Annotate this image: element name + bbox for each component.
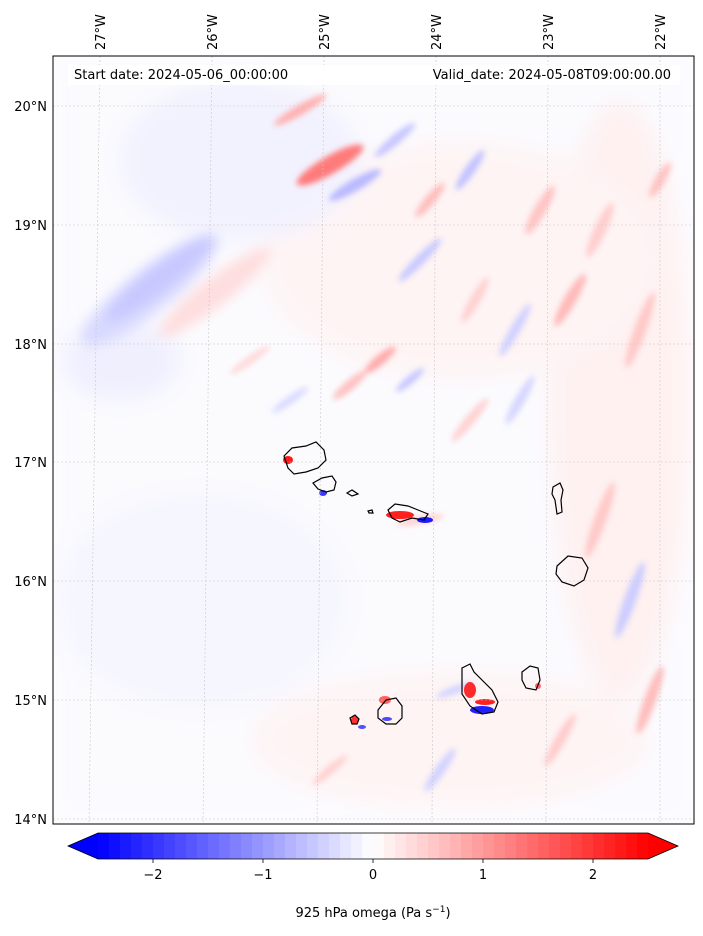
colorbar-segment <box>494 833 506 859</box>
lon-label: 23°W <box>542 14 557 50</box>
colorbar-segment <box>549 833 561 859</box>
island-raso <box>367 509 374 514</box>
colorbar-segment <box>461 833 473 859</box>
lat-label: 19°N <box>14 219 47 234</box>
colorbar-segment <box>219 833 231 859</box>
coastlines <box>283 441 589 725</box>
colorbar-segment <box>384 833 396 859</box>
colorbar-label: 925 hPa omega (Pa s−1) <box>295 905 450 921</box>
colorbar-segment <box>582 833 594 859</box>
island-santiago <box>461 663 499 715</box>
colorbar-segment <box>483 833 495 859</box>
colorbar-segment <box>318 833 330 859</box>
colorbar-segment <box>186 833 198 859</box>
colorbar-segment <box>417 833 429 859</box>
colorbar-segment <box>142 833 154 859</box>
colorbar-segment <box>428 833 440 859</box>
colorbar-segment <box>230 833 242 859</box>
colorbar-segment <box>340 833 352 859</box>
colorbar-segment <box>285 833 297 859</box>
lon-label: 24°W <box>430 14 445 50</box>
island-sao-vicente <box>312 475 337 493</box>
colorbar-segment <box>164 833 176 859</box>
colorbar-tick-label: 1 <box>479 868 487 883</box>
colorbar-segment <box>373 833 385 859</box>
colorbar-max-extend <box>648 833 678 859</box>
colorbar-segment <box>406 833 418 859</box>
start-date-label: Start date: 2024-05-06_00:00:00 <box>74 68 288 83</box>
colorbar-tick-label: 2 <box>589 868 597 883</box>
latitude-labels: 20°N 19°N 18°N 17°N 16°N 15°N 14°N <box>14 100 47 828</box>
colorbar-segment <box>593 833 605 859</box>
colorbar: −2 −1 0 1 2 925 hPa omega (Pa s−1) <box>66 832 680 921</box>
colorbar-segment <box>153 833 165 859</box>
colorbar-segment <box>329 833 341 859</box>
omega-field <box>53 56 694 824</box>
lat-label: 16°N <box>14 575 47 590</box>
colorbar-ticks: −2 −1 0 1 2 <box>143 859 597 883</box>
colorbar-segment <box>472 833 484 859</box>
lon-label: 26°W <box>206 14 221 50</box>
lon-label: 25°W <box>318 14 333 50</box>
colorbar-segment <box>109 833 121 859</box>
island-santa-luzia <box>345 489 360 497</box>
lat-label: 15°N <box>14 694 47 709</box>
colorbar-segment <box>120 833 132 859</box>
map-panel <box>52 55 695 825</box>
colorbar-segment <box>175 833 187 859</box>
colorbar-segment <box>516 833 528 859</box>
colorbar-segment <box>197 833 209 859</box>
colorbar-tick-label: 0 <box>369 868 377 883</box>
date-banner-background <box>68 65 680 85</box>
island-santo-antao <box>283 441 327 475</box>
lat-label: 14°N <box>14 813 47 828</box>
colorbar-segment <box>252 833 264 859</box>
colorbar-segment <box>505 833 517 859</box>
lat-label: 17°N <box>14 456 47 471</box>
colorbar-segment <box>362 833 374 859</box>
colorbar-outline <box>66 832 680 860</box>
colorbar-segment <box>351 833 363 859</box>
island-sao-nicolau <box>387 503 429 523</box>
colorbar-segment <box>439 833 451 859</box>
colorbar-segment <box>395 833 407 859</box>
colorbar-segment <box>626 833 638 859</box>
colorbar-segment <box>637 833 649 859</box>
colorbar-segment <box>560 833 572 859</box>
colorbar-segment <box>307 833 319 859</box>
island-brava <box>349 714 360 725</box>
lon-label: 27°W <box>94 14 109 50</box>
colorbar-segment <box>450 833 462 859</box>
colorbar-segment <box>527 833 539 859</box>
gridlines <box>53 55 694 825</box>
island-boa-vista <box>555 555 589 587</box>
colorbar-segment <box>296 833 308 859</box>
colorbar-min-extend <box>68 833 98 859</box>
island-maio <box>521 665 541 691</box>
island-fogo <box>377 697 403 725</box>
longitude-labels: 27°W 26°W 25°W 24°W 23°W 22°W <box>94 14 669 50</box>
colorbar-segment <box>131 833 143 859</box>
colorbar-segment <box>604 833 616 859</box>
colorbar-segment <box>571 833 583 859</box>
colorbar-segments <box>98 833 649 859</box>
colorbar-segment <box>98 833 110 859</box>
colorbar-segment <box>263 833 275 859</box>
colorbar-segment <box>208 833 220 859</box>
lon-label: 22°W <box>654 14 669 50</box>
colorbar-segment <box>241 833 253 859</box>
colorbar-segment <box>538 833 550 859</box>
colorbar-segment <box>274 833 286 859</box>
valid-date-label: Valid_date: 2024-05-08T09:00:00.00 <box>433 68 671 83</box>
lat-label: 20°N <box>14 100 47 115</box>
colorbar-segment <box>615 833 627 859</box>
colorbar-tick-label: −2 <box>143 868 162 883</box>
island-sal <box>551 482 564 515</box>
lat-label: 18°N <box>14 338 47 353</box>
colorbar-tick-label: −1 <box>253 868 272 883</box>
map-frame <box>52 55 695 825</box>
